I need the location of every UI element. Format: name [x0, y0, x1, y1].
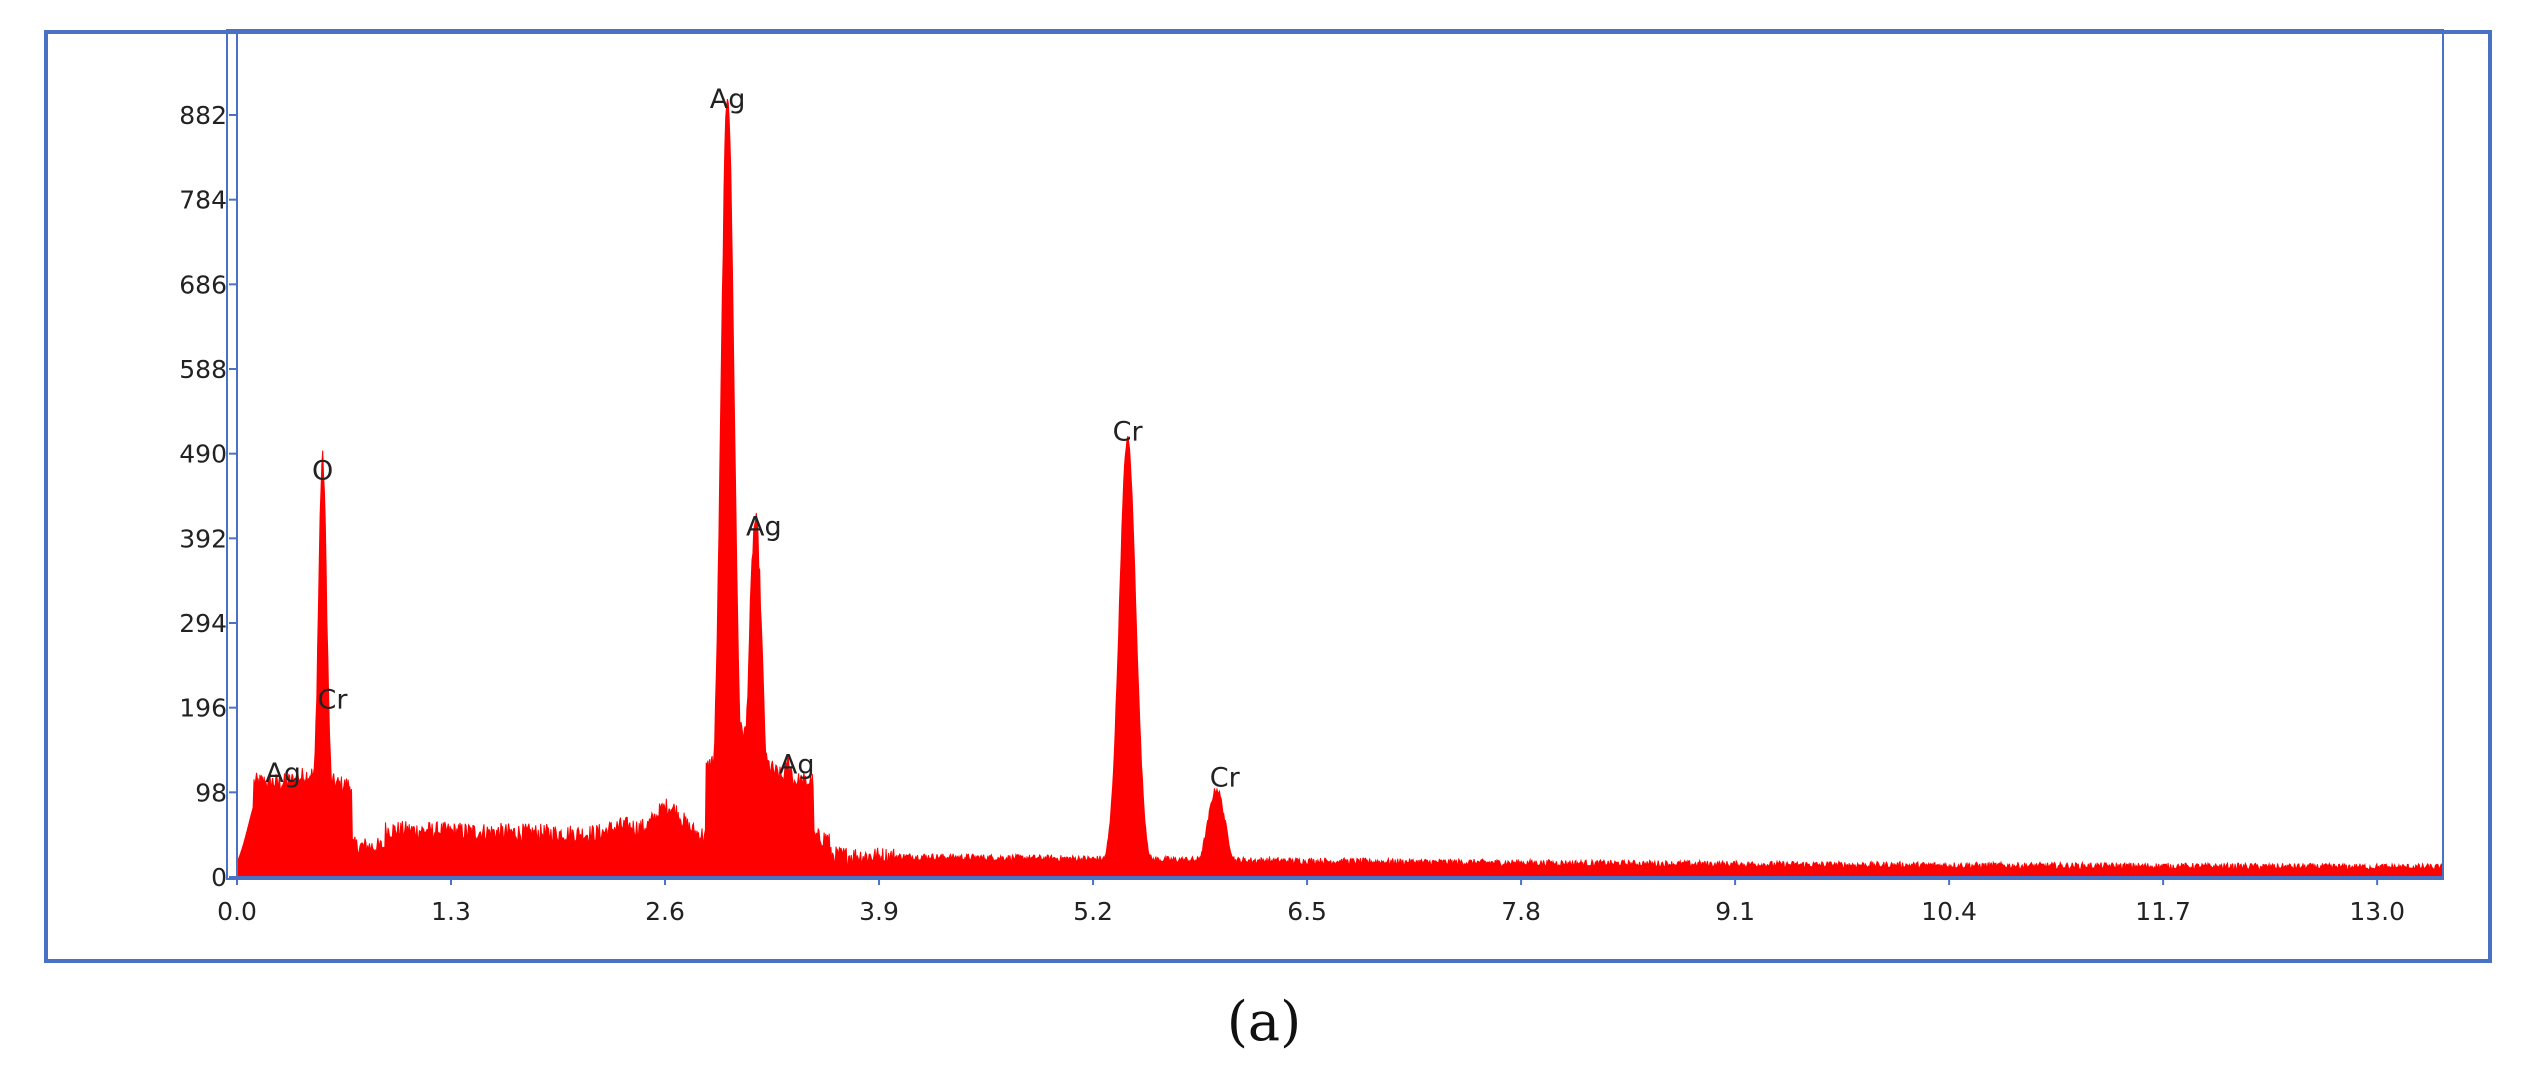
x-tick-label: 7.8	[1501, 897, 1541, 926]
y-tick-label: 196	[179, 694, 227, 723]
peak-label: Ag	[265, 758, 301, 789]
x-tick-label: 13.0	[2349, 897, 2405, 926]
y-tick-label: 784	[179, 186, 227, 215]
figure-frame	[44, 30, 2492, 963]
peak-label: Cr	[318, 685, 349, 716]
x-tick-label: 11.7	[2135, 897, 2191, 926]
plot-border	[226, 29, 2444, 880]
y-tick-label: 98	[195, 778, 227, 807]
y-tick-label: 882	[179, 101, 227, 130]
peak-label: Ag	[710, 84, 746, 115]
axes: 0.0 1.3 2.6 3.9 5.2 6.5 7.8 9.1 10.4 11.7 13.0 0 98 1…	[179, 29, 2444, 926]
x-tick-label: 9.1	[1715, 897, 1755, 926]
y-tick-label: 588	[179, 355, 227, 384]
peak-label: Ag	[779, 749, 815, 780]
x-tick-label: 5.2	[1073, 897, 1113, 926]
x-tick-label: 10.4	[1921, 897, 1977, 926]
peak-label: Ag	[746, 512, 782, 543]
annotation-layer: O Cr Ag Ag Ag Ag Cr Cr	[265, 84, 1240, 793]
x-tick-label: 1.3	[431, 897, 471, 926]
y-tick-label: 490	[179, 440, 227, 469]
y-tick-label: 0	[211, 863, 227, 892]
x-tick-label: 6.5	[1287, 897, 1327, 926]
peak-label: Cr	[1210, 762, 1241, 793]
figure-caption: (a)	[1226, 990, 1302, 1053]
spectrum-area	[236, 98, 2444, 878]
peak-label: O	[312, 456, 333, 487]
y-tick-label: 294	[179, 609, 227, 638]
x-tick-label: 3.9	[859, 897, 899, 926]
y-tick-label: 392	[179, 524, 227, 553]
plot-area	[236, 98, 2444, 878]
x-tick-label: 0.0	[217, 897, 257, 926]
y-tick-label: 686	[179, 270, 227, 299]
peak-label: Cr	[1113, 417, 1144, 448]
x-tick-label: 2.6	[645, 897, 685, 926]
